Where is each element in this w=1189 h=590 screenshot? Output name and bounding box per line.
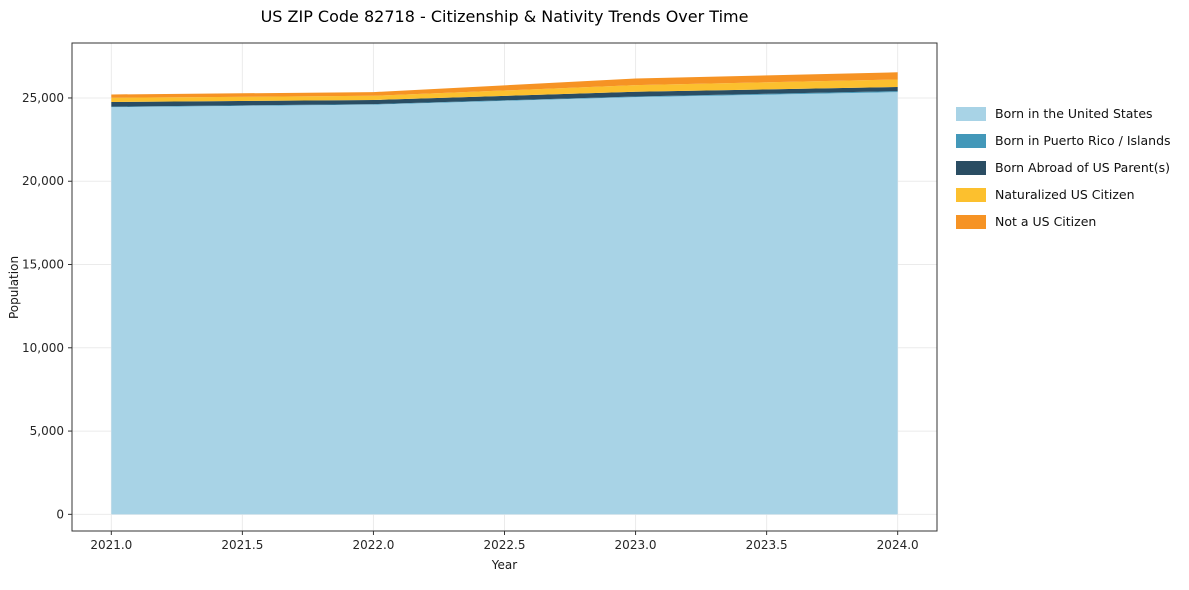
- x-tick-label: 2022.0: [352, 538, 394, 552]
- x-tick-label: 2024.0: [877, 538, 919, 552]
- area-naturalized-us-citizen: [111, 79, 898, 102]
- x-tick-label: 2023.0: [615, 538, 657, 552]
- x-tick-label: 2021.5: [221, 538, 263, 552]
- legend-label-born-pr-islands: Born in Puerto Rico / Islands: [995, 133, 1171, 148]
- legend-item-born-us: Born in the United States: [956, 100, 1171, 127]
- legend-label-born-abroad: Born Abroad of US Parent(s): [995, 160, 1170, 175]
- legend: Born in the United States Born in Puerto…: [956, 100, 1171, 235]
- x-tick-label: 2023.5: [746, 538, 788, 552]
- x-axis-label: Year: [491, 558, 518, 572]
- legend-label-not-citizen: Not a US Citizen: [995, 214, 1097, 229]
- y-tick-label: 10,000: [22, 341, 64, 355]
- legend-swatch-not-citizen: [956, 214, 986, 229]
- y-tick-label: 20,000: [22, 174, 64, 188]
- area-born-in-puerto-rico-islands: [111, 91, 898, 108]
- area-not-a-us-citizen: [111, 72, 898, 98]
- y-tick-label: 25,000: [22, 91, 64, 105]
- legend-swatch-born-us: [956, 106, 986, 121]
- legend-swatch-born-abroad: [956, 160, 986, 175]
- legend-item-born-pr-islands: Born in Puerto Rico / Islands: [956, 127, 1171, 154]
- area-born-abroad-of-us-parent-s: [111, 86, 898, 107]
- legend-item-born-abroad: Born Abroad of US Parent(s): [956, 154, 1171, 181]
- legend-label-naturalized: Naturalized US Citizen: [995, 187, 1135, 202]
- x-tick-label: 2022.5: [484, 538, 526, 552]
- legend-swatch-born-pr-islands: [956, 133, 986, 148]
- x-tick-label: 2021.0: [90, 538, 132, 552]
- legend-item-not-citizen: Not a US Citizen: [956, 208, 1171, 235]
- legend-swatch-naturalized: [956, 187, 986, 202]
- y-tick-label: 15,000: [22, 258, 64, 272]
- y-tick-label: 5,000: [30, 424, 64, 438]
- y-axis-label: Population: [7, 255, 21, 319]
- area-born-in-the-united-states: [111, 92, 898, 515]
- chart-title: US ZIP Code 82718 - Citizenship & Nativi…: [260, 7, 749, 26]
- legend-label-born-us: Born in the United States: [995, 106, 1153, 121]
- y-tick-label: 0: [56, 507, 64, 521]
- legend-item-naturalized: Naturalized US Citizen: [956, 181, 1171, 208]
